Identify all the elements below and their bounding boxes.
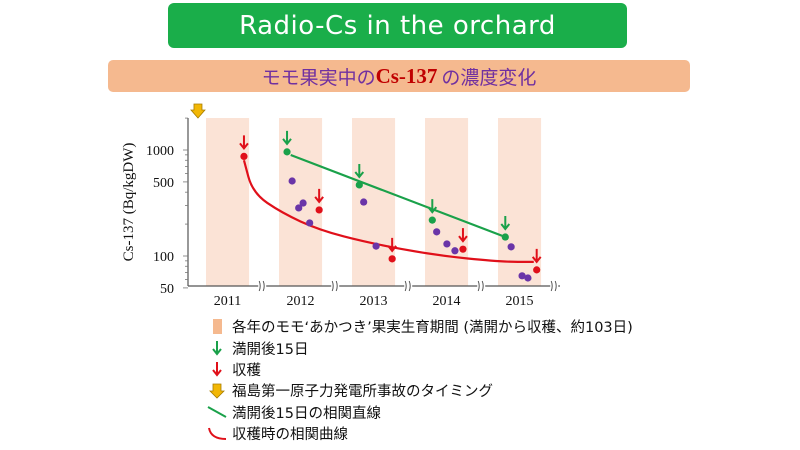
x-tick-label: 2011 [214,294,241,309]
purple-data-point [443,240,451,248]
red-arrow-icon [206,361,228,378]
legend-label: 満開後15日 [232,341,309,358]
purple-data-point [507,243,515,251]
x-tick-label: 2013 [360,294,388,309]
red-curve-icon [206,426,228,442]
y-tick-label: 100 [153,250,174,265]
slide-title: Radio-Cs in the orchard [168,3,627,48]
y-axis-label: Cs-137 (Bq/kgDW) [121,143,137,262]
legend-label: 福島第一原子力発電所事故のタイミング [232,384,493,401]
green-data-point [283,148,291,156]
green-arrow-icon [500,216,511,231]
legend-item: 満開後15日 [206,337,633,358]
red-fit-line [242,159,534,263]
green-data-point [355,181,363,189]
x-tick-label: 2012 [287,294,315,309]
legend-item: 各年のモモ‘あかつき’果実生育期間 (満開から収穫、約103日) [206,316,633,337]
green-data-point [428,216,436,224]
season-band [352,118,396,286]
red-arrow-icon [387,237,397,253]
legend-item: 福島第一原子力発電所事故のタイミング [206,380,633,401]
purple-data-point [306,219,314,227]
axis-break-gap [550,281,559,291]
red-data-point [240,152,248,161]
red-arrow-icon [458,228,468,243]
purple-data-point [451,247,459,255]
purple-data-point [288,177,296,185]
y-tick-label: 50 [160,282,174,297]
purple-data-point [372,242,380,250]
axis-break-gap [258,281,267,291]
purple-data-point [433,228,441,236]
subtitle-pre: モモ果実中の [261,66,376,89]
axis-break-gap [477,281,486,291]
purple-data-point [299,199,307,207]
legend-label: 各年のモモ‘あかつき’果実生育期間 (満開から収穫、約103日) [232,320,633,337]
y-tick-label: 500 [153,176,174,191]
red-data-point [315,206,323,214]
red-arrow-icon [314,188,324,204]
legend: 各年のモモ‘あかつき’果実生育期間 (満開から収穫、約103日) 満開後15日 … [206,316,633,444]
legend-item: 満開後15日の相関直線 [206,402,633,423]
y-tick-label: 1000 [146,144,174,159]
x-tick-label: 2014 [433,294,461,309]
green-arrow-icon [206,340,228,356]
green-fit-line [290,153,506,239]
green-arrow-icon [282,130,292,146]
season-band [206,118,250,286]
x-tick-label: 2015 [506,294,534,309]
legend-label: 収穫時の相関曲線 [232,427,348,444]
subtitle-cs: Cs-137 [375,63,438,88]
band-swatch-icon [206,319,228,335]
axis-break-icon [477,280,484,292]
green-arrow-icon [427,199,438,214]
axis-break-icon [550,280,557,292]
red-data-point [459,245,467,253]
red-arrow-icon [239,135,249,151]
purple-data-point [518,272,526,280]
legend-item: 収穫 [206,359,633,380]
slide-subtitle: モモ果実中の Cs-137 の濃度変化 [108,60,690,92]
green-data-point [501,233,509,241]
accident-arrow-icon [190,103,206,119]
red-data-point [388,255,396,263]
axis-break-icon [404,280,411,292]
purple-data-point [360,198,368,206]
legend-item: 収穫時の相関曲線 [206,423,633,444]
axis-break-gap [404,281,413,291]
legend-label: 収穫 [232,362,261,379]
green-line-icon [206,405,228,419]
red-data-point [533,266,541,274]
purple-data-point [524,274,532,282]
purple-data-point [295,204,303,212]
axis-break-icon [258,280,265,292]
accident-arrow-icon [206,383,228,399]
legend-label: 満開後15日の相関直線 [232,405,381,422]
axis-break-gap [331,281,340,291]
red-arrow-icon [531,248,542,264]
green-arrow-icon [354,163,365,179]
axis-break-icon [331,280,338,292]
subtitle-post: の濃度変化 [441,66,537,89]
